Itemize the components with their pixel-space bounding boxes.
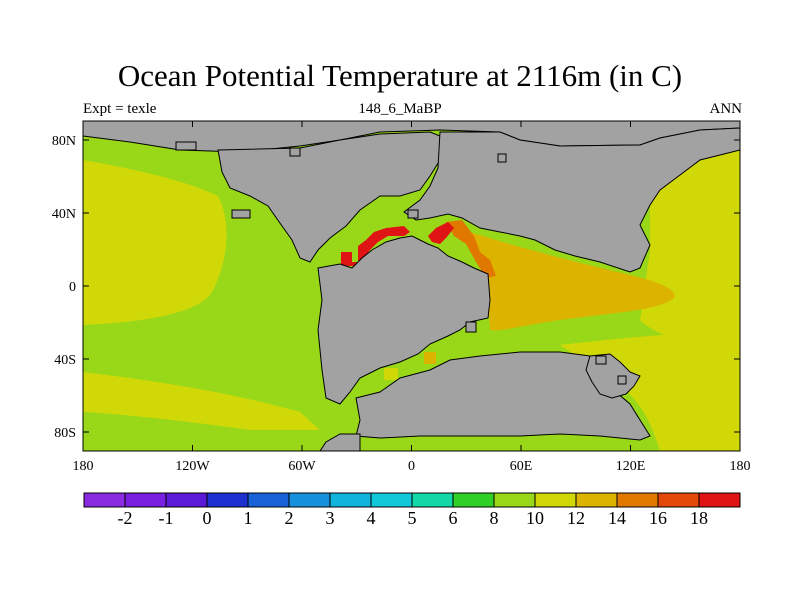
ocean-18c-strip-west [341, 226, 410, 266]
colorbar-label: 18 [690, 508, 708, 528]
colorbar-swatch [124, 492, 167, 508]
land-small-island-4 [407, 209, 419, 219]
y-tick-label: 0 [69, 280, 76, 295]
x-tick-label: 0 [408, 459, 415, 474]
colorbar-swatch [452, 492, 495, 508]
experiment-label: Expt = texle [83, 101, 157, 117]
colorbar-label: 8 [490, 508, 499, 528]
land-small-island-3 [289, 147, 301, 157]
colorbar-label: -1 [159, 508, 174, 528]
land-small-island-6 [465, 321, 477, 333]
y-tick-label: 40S [54, 353, 76, 368]
colorbar-swatch [616, 492, 659, 508]
colorbar-label: 14 [608, 508, 626, 528]
colorbar-label: 4 [367, 508, 376, 528]
land-india-australia [585, 353, 641, 399]
x-tick-label: 120W [175, 459, 210, 474]
colorbar-swatch [575, 492, 618, 508]
plot-title: Ocean Potential Temperature at 2116m (in… [117, 58, 683, 93]
ocean-12c-small-patch [384, 368, 398, 380]
colorbar-swatch [329, 492, 372, 508]
land-africa-south-america [317, 235, 491, 405]
x-tick-label: 180 [730, 459, 751, 474]
colorbar-label: 6 [449, 508, 458, 528]
y-tick-marks [83, 139, 740, 433]
x-tick-label: 60E [510, 459, 533, 474]
x-tick-label: 180 [73, 459, 94, 474]
land-small-island-1 [231, 209, 251, 219]
x-tick-marks [82, 121, 741, 451]
colorbar-swatch [698, 492, 741, 508]
ocean-12c-west-pacific [83, 160, 227, 325]
colorbar-label: 1 [244, 508, 253, 528]
colorbar-label: 10 [526, 508, 544, 528]
x-tick-label: 120E [616, 459, 646, 474]
land-eurasia [403, 127, 740, 273]
colorbar-label: 3 [326, 508, 335, 528]
y-tick-label: 40N [52, 207, 76, 222]
colorbar-swatch [493, 492, 536, 508]
ocean-14c-patch [424, 352, 436, 364]
land-antarctica [355, 351, 651, 441]
colorbar-swatch [288, 492, 331, 508]
land-far-southwest [319, 433, 361, 451]
colorbar-boxes [83, 492, 741, 508]
colorbar-swatch [657, 492, 700, 508]
x-tick-label: 60W [288, 459, 316, 474]
land-north-america [217, 131, 451, 263]
colorbar-labels: -2 -1 0 1 2 3 4 5 6 8 10 12 14 16 18 [118, 508, 709, 528]
colorbar-swatch [247, 492, 290, 508]
ocean-12c-southwest [83, 372, 320, 430]
colorbar-swatch [165, 492, 208, 508]
y-axis-labels: 80N 40N 0 40S 80S [52, 134, 76, 441]
colorbar-swatch [206, 492, 249, 508]
land-small-island-2 [175, 141, 197, 151]
y-tick-label: 80S [54, 426, 76, 441]
colorbar: -2 -1 0 1 2 3 4 5 6 8 10 12 14 16 18 [83, 492, 741, 528]
ocean-16c-strip [446, 220, 496, 278]
land-small-island-5 [497, 153, 507, 163]
colorbar-label: 5 [408, 508, 417, 528]
colorbar-label: 2 [285, 508, 294, 528]
colorbar-swatch [83, 492, 126, 508]
colorbar-swatch [411, 492, 454, 508]
ocean-14c-tethys [470, 232, 675, 331]
colorbar-swatch [534, 492, 577, 508]
colorbar-label: -2 [118, 508, 133, 528]
season-label: ANN [709, 101, 743, 117]
map-field [83, 121, 740, 451]
land-small-island-8 [617, 375, 627, 385]
colorbar-swatch [370, 492, 413, 508]
colorbar-label: 12 [567, 508, 585, 528]
colorbar-label: 0 [203, 508, 212, 528]
ocean-18c-strip-east [428, 222, 454, 244]
x-axis-labels: 180 120W 60W 0 60E 120E 180 [73, 459, 751, 474]
age-label: 148_6_MaBP [358, 101, 442, 117]
y-tick-label: 80N [52, 134, 76, 149]
land-small-island-7 [595, 355, 607, 365]
colorbar-label: 16 [649, 508, 667, 528]
